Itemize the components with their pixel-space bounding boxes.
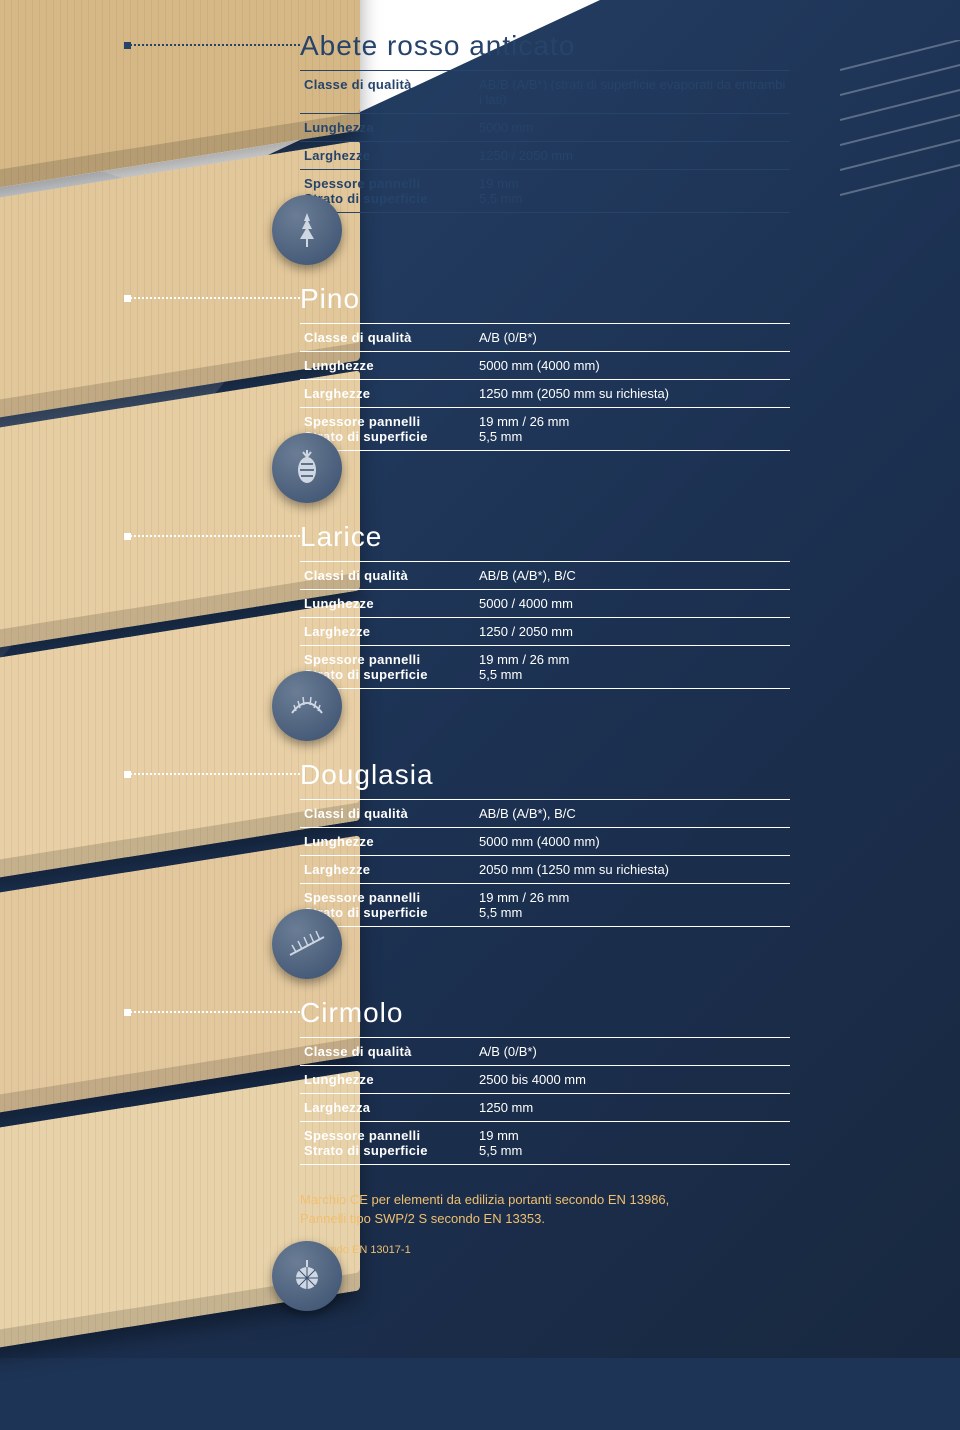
product-section: Cirmolo Classe di qualitàA/B (0/B*)Lunghe… bbox=[300, 997, 930, 1259]
table-row: Lunghezze5000 / 4000 mm bbox=[300, 590, 790, 618]
spec-value: 1250 / 2050 mm bbox=[475, 142, 790, 170]
spec-label: Lunghezze bbox=[300, 590, 475, 618]
table-row: Larghezze1250 / 2050 mm bbox=[300, 618, 790, 646]
table-row: Classe di qualitàAB/B (A/B*) (strati di … bbox=[300, 71, 790, 114]
spec-value: 5000 mm (4000 mm) bbox=[475, 828, 790, 856]
table-row: Larghezze1250 mm (2050 mm su richiesta) bbox=[300, 380, 790, 408]
product-section: LariceClassi di qualitàAB/B (A/B*), B/CL… bbox=[300, 521, 930, 689]
spec-label: Classi di qualità bbox=[300, 562, 475, 590]
leader-line bbox=[130, 44, 300, 46]
spec-value: 5000 mm bbox=[475, 114, 790, 142]
table-row: Spessore pannelliStrato di superficie19 … bbox=[300, 408, 790, 451]
spec-label: Larghezze bbox=[300, 142, 475, 170]
product-title: Douglasia bbox=[300, 759, 930, 791]
spec-value: 2500 bis 4000 mm bbox=[475, 1066, 790, 1094]
product-section: Pino Classe di qualitàA/B (0/B*)Lunghezze… bbox=[300, 283, 930, 451]
leader-line bbox=[130, 773, 300, 775]
product-title: Cirmolo bbox=[300, 997, 930, 1029]
spec-value: AB/B (A/B*), B/C bbox=[475, 800, 790, 828]
pom-icon bbox=[272, 1241, 342, 1311]
table-row: Lunghezze5000 mm (4000 mm) bbox=[300, 352, 790, 380]
table-row: Larghezza1250 mm bbox=[300, 1094, 790, 1122]
product-section: Abete rosso anticato Classe di qualitàAB/… bbox=[300, 30, 930, 213]
spec-value: 1250 mm (2050 mm su richiesta) bbox=[475, 380, 790, 408]
spec-value: AB/B (A/B*) (strati di superficie evapor… bbox=[475, 71, 790, 114]
spec-value: A/B (0/B*) bbox=[475, 1038, 790, 1066]
leader-line bbox=[130, 1011, 300, 1013]
spec-table: Classe di qualitàA/B (0/B*)Lunghezze5000… bbox=[300, 323, 790, 451]
spec-label: Classe di qualità bbox=[300, 1038, 475, 1066]
spec-label: Spessore pannelliStrato di superficie bbox=[300, 1122, 475, 1165]
spec-value: 19 mm5,5 mm bbox=[475, 170, 790, 213]
pinecone-icon bbox=[272, 433, 342, 503]
table-row: Classe di qualitàA/B (0/B*) bbox=[300, 324, 790, 352]
table-row: Larghezze2050 mm (1250 mm su richiesta) bbox=[300, 856, 790, 884]
spec-value: 19 mm / 26 mm5,5 mm bbox=[475, 646, 790, 689]
product-list: Abete rosso anticatoClasse di qualitàAB/… bbox=[300, 30, 930, 1329]
table-row: Lunghezza5000 mm bbox=[300, 114, 790, 142]
table-row: Larghezze1250 / 2050 mm bbox=[300, 142, 790, 170]
footnote-line: Pannelli tipo SWP/2 S secondo EN 13353. bbox=[300, 1211, 545, 1226]
table-row: Classi di qualitàAB/B (A/B*), B/C bbox=[300, 562, 790, 590]
table-row: Spessore pannelliStrato di superficie19 … bbox=[300, 170, 790, 213]
table-row: Classi di qualitàAB/B (A/B*), B/C bbox=[300, 800, 790, 828]
fir-branch-icon bbox=[272, 909, 342, 979]
spec-value: 5000 mm (4000 mm) bbox=[475, 352, 790, 380]
product-title: Pino bbox=[300, 283, 930, 315]
spec-label: Lunghezze bbox=[300, 828, 475, 856]
table-row: Classe di qualitàA/B (0/B*) bbox=[300, 1038, 790, 1066]
spec-value: AB/B (A/B*), B/C bbox=[475, 562, 790, 590]
spec-label: Classe di qualità bbox=[300, 71, 475, 114]
leader-line bbox=[130, 297, 300, 299]
spec-label: Larghezze bbox=[300, 380, 475, 408]
table-row: Spessore pannelliStrato di superficie19 … bbox=[300, 1122, 790, 1165]
leader-line bbox=[130, 535, 300, 537]
spec-table: Classi di qualitàAB/B (A/B*), B/CLunghez… bbox=[300, 561, 790, 689]
spec-label: Lunghezze bbox=[300, 352, 475, 380]
product-title: Abete rosso anticato bbox=[300, 30, 930, 62]
footnote-sub: * secondo EN 13017-1 bbox=[300, 1243, 790, 1259]
spec-label: Classi di qualità bbox=[300, 800, 475, 828]
spec-table: Classi di qualitàAB/B (A/B*), B/CLunghez… bbox=[300, 799, 790, 927]
spec-label: Larghezze bbox=[300, 856, 475, 884]
conifer-branch-icon bbox=[272, 195, 342, 265]
table-row: Lunghezze2500 bis 4000 mm bbox=[300, 1066, 790, 1094]
table-row: Spessore pannelliStrato di superficie19 … bbox=[300, 884, 790, 927]
spec-label: Larghezza bbox=[300, 1094, 475, 1122]
spec-value: 5000 / 4000 mm bbox=[475, 590, 790, 618]
spec-value: 19 mm / 26 mm5,5 mm bbox=[475, 408, 790, 451]
spec-value: 19 mm5,5 mm bbox=[475, 1122, 790, 1165]
table-row: Spessore pannelliStrato di superficie19 … bbox=[300, 646, 790, 689]
spec-label: Lunghezza bbox=[300, 114, 475, 142]
spec-value: 1250 mm bbox=[475, 1094, 790, 1122]
spec-value: 1250 / 2050 mm bbox=[475, 618, 790, 646]
spec-label: Larghezze bbox=[300, 618, 475, 646]
footnote-line: Marchio CE per elementi da edilizia port… bbox=[300, 1192, 669, 1207]
spec-table: Classe di qualitàA/B (0/B*)Lunghezze2500… bbox=[300, 1037, 790, 1165]
spec-table: Classe di qualitàAB/B (A/B*) (strati di … bbox=[300, 70, 790, 213]
spec-label: Lunghezze bbox=[300, 1066, 475, 1094]
product-title: Larice bbox=[300, 521, 930, 553]
spec-value: A/B (0/B*) bbox=[475, 324, 790, 352]
product-section: Douglasia Classi di qualitàAB/B (A/B*), B… bbox=[300, 759, 930, 927]
spec-value: 2050 mm (1250 mm su richiesta) bbox=[475, 856, 790, 884]
larch-branch-icon bbox=[272, 671, 342, 741]
spec-label: Classe di qualità bbox=[300, 324, 475, 352]
spec-value: 19 mm / 26 mm5,5 mm bbox=[475, 884, 790, 927]
footnote: Marchio CE per elementi da edilizia port… bbox=[300, 1191, 790, 1259]
table-row: Lunghezze5000 mm (4000 mm) bbox=[300, 828, 790, 856]
